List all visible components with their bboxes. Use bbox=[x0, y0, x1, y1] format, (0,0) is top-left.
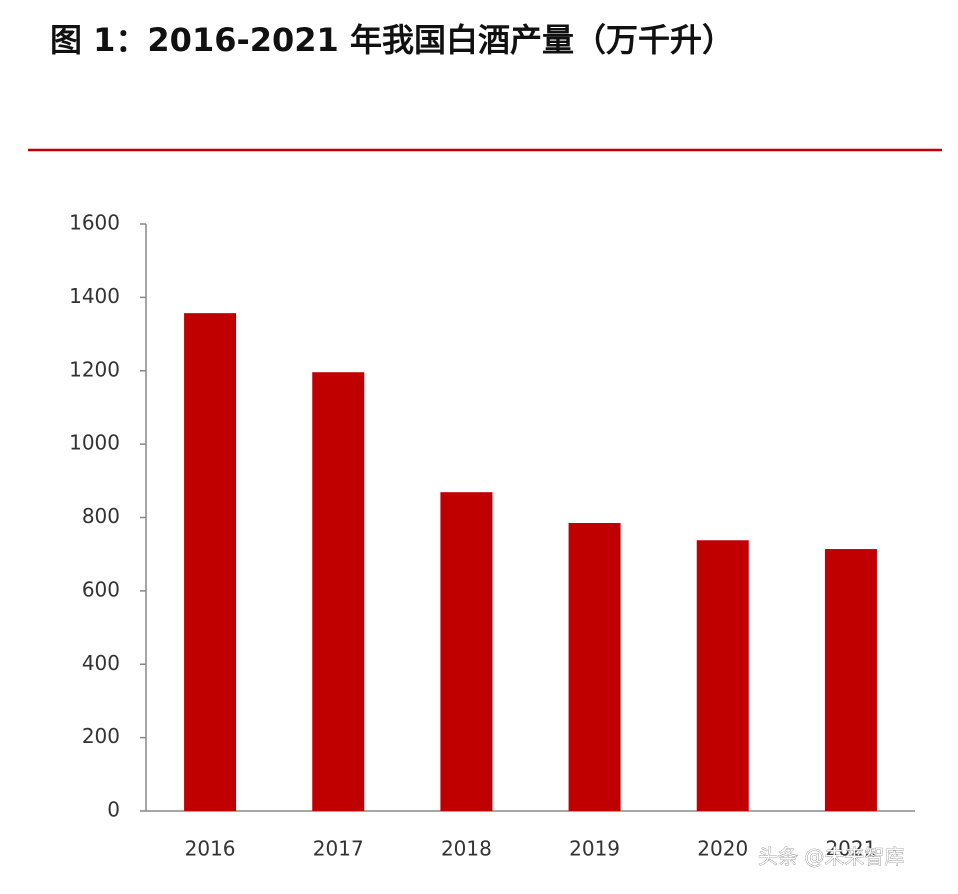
y-tick-label: 400 bbox=[82, 651, 120, 675]
x-tick-label: 2019 bbox=[569, 837, 620, 861]
x-tick-label: 2016 bbox=[185, 837, 236, 861]
bar bbox=[568, 523, 621, 811]
bar bbox=[696, 540, 749, 811]
y-tick-label: 1400 bbox=[69, 284, 120, 308]
y-tick-label: 0 bbox=[107, 798, 120, 822]
x-tick-label: 2020 bbox=[697, 837, 748, 861]
y-tick-label: 800 bbox=[82, 504, 120, 528]
bar bbox=[312, 372, 365, 811]
x-tick-label: 2018 bbox=[441, 837, 492, 861]
y-tick-label: 1000 bbox=[69, 431, 120, 455]
y-tick-label: 1600 bbox=[69, 211, 120, 235]
y-tick-label: 600 bbox=[82, 577, 120, 601]
watermark: 头条 @未来智库 bbox=[758, 845, 904, 869]
y-tick-label: 1200 bbox=[69, 357, 120, 381]
x-tick-label: 2017 bbox=[313, 837, 364, 861]
bar bbox=[824, 549, 877, 811]
x-tick-label: 2021 bbox=[825, 837, 876, 861]
chart-title: 图 1：2016-2021 年我国白酒产量（万千升） bbox=[50, 21, 734, 59]
y-tick-label: 200 bbox=[82, 724, 120, 748]
bar bbox=[184, 313, 237, 811]
bar bbox=[440, 492, 493, 811]
